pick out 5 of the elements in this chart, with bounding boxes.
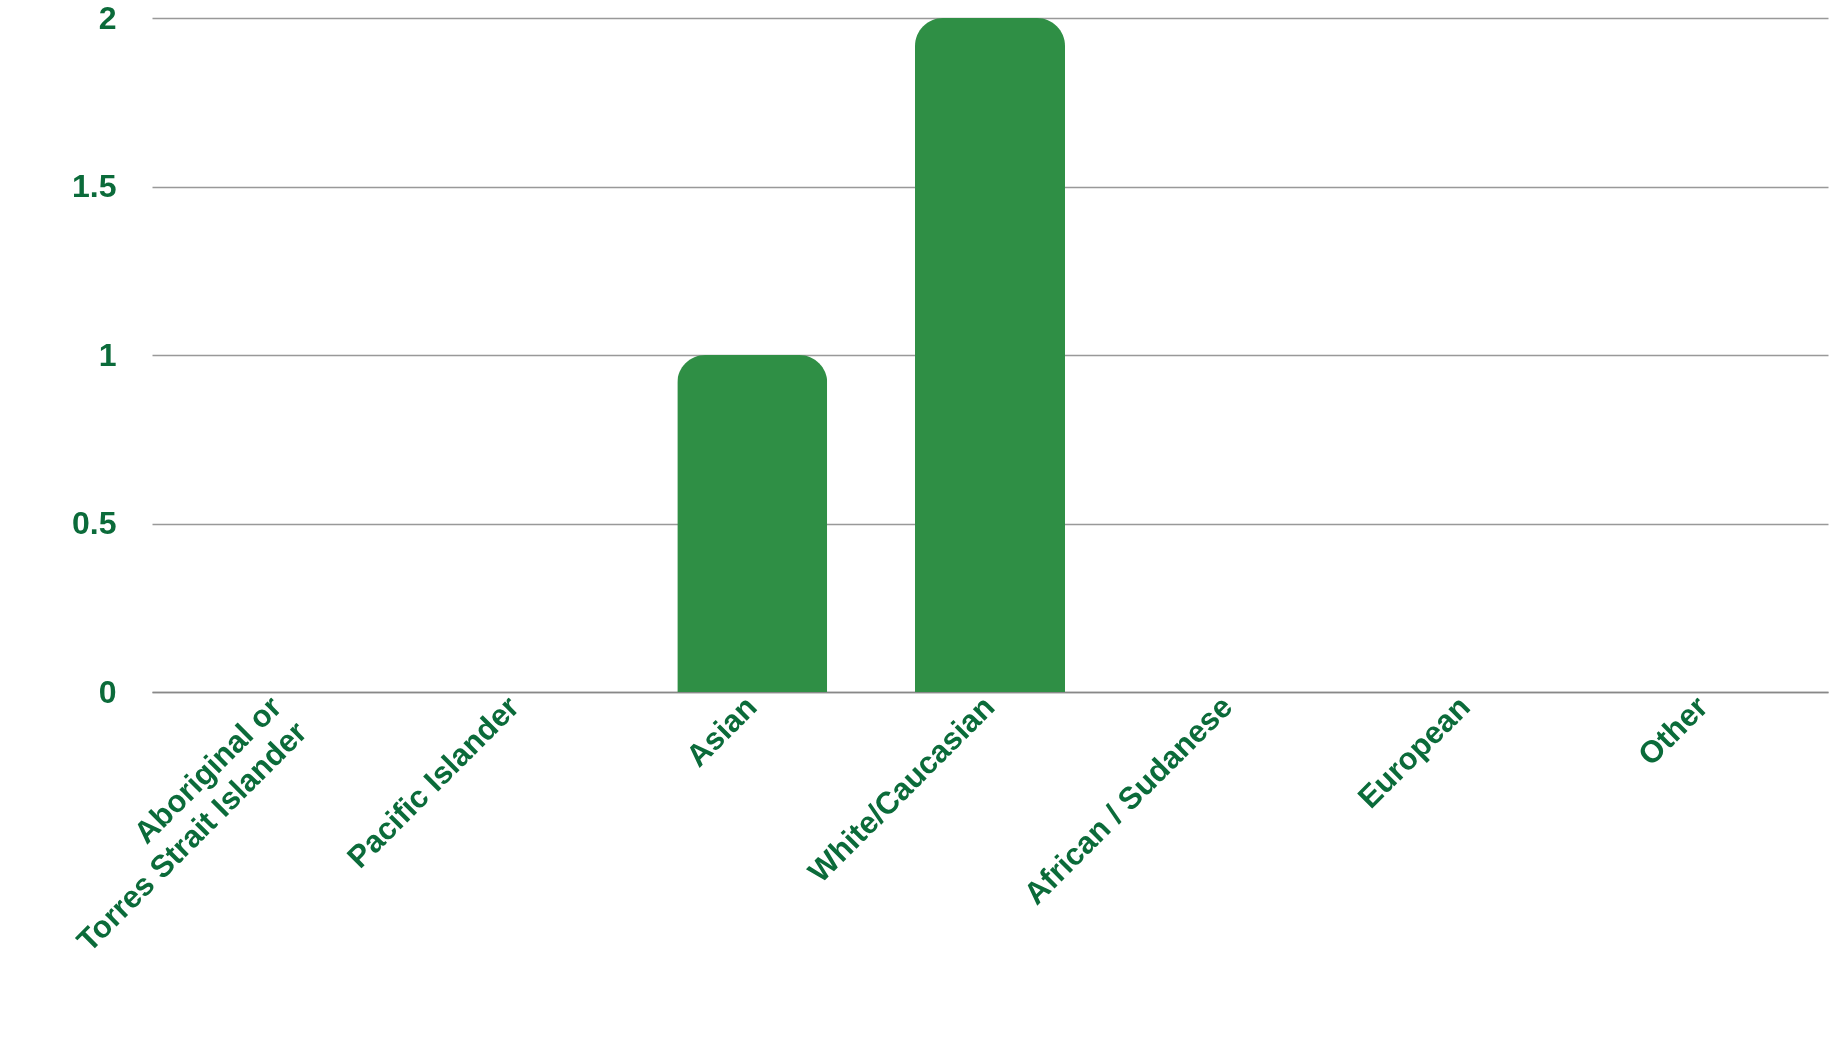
- y-tick-label: 1: [98, 336, 117, 373]
- y-tick-label: 1.5: [72, 168, 117, 204]
- y-tick-label: 0.5: [72, 505, 117, 541]
- y-tick-label: 2: [98, 0, 117, 36]
- y-tick-label: 0: [98, 673, 117, 710]
